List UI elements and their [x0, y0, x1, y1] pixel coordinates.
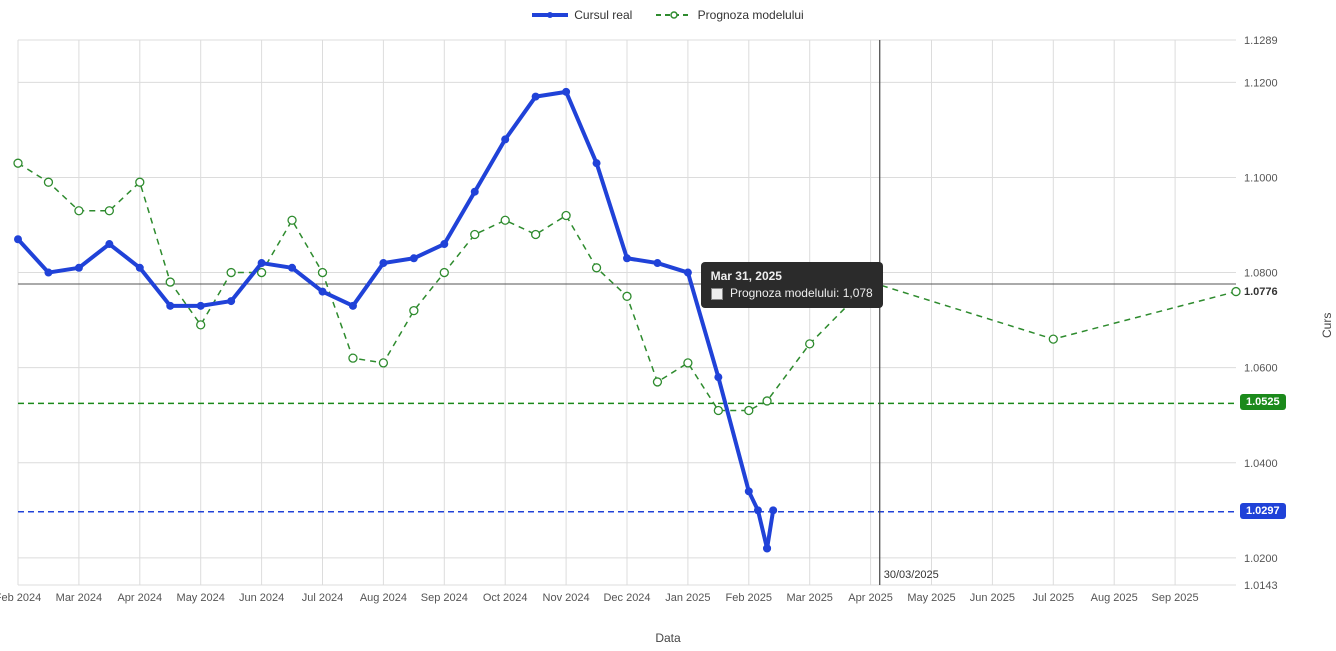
- svg-text:1.1289: 1.1289: [1244, 35, 1278, 47]
- svg-text:1.0600: 1.0600: [1244, 363, 1278, 375]
- svg-text:Jun 2025: Jun 2025: [970, 592, 1015, 604]
- svg-text:Sep 2025: Sep 2025: [1152, 592, 1199, 604]
- svg-text:1.0800: 1.0800: [1244, 268, 1278, 280]
- svg-text:May 2025: May 2025: [907, 592, 955, 604]
- svg-text:Mar 2025: Mar 2025: [786, 592, 832, 604]
- legend-label-forecast: Prognoza modelului: [698, 8, 804, 22]
- svg-text:Nov 2024: Nov 2024: [543, 592, 590, 604]
- legend-item-real[interactable]: Cursul real: [532, 8, 632, 22]
- svg-text:1.0143: 1.0143: [1244, 580, 1278, 592]
- svg-text:1.1000: 1.1000: [1244, 172, 1278, 184]
- svg-text:Feb 2025: Feb 2025: [726, 592, 772, 604]
- svg-text:Apr 2024: Apr 2024: [117, 592, 162, 604]
- chart-legend: Cursul real Prognoza modelului: [0, 8, 1336, 25]
- chart-container: { "legend": { "series1": "Cursul real", …: [0, 0, 1336, 651]
- svg-text:Aug 2024: Aug 2024: [360, 592, 407, 604]
- badge-blue: 1.0297: [1240, 503, 1286, 519]
- ref-label-solid: 1.0776: [1244, 286, 1278, 298]
- badge-green: 1.0525: [1240, 394, 1286, 410]
- vline-date-label: 30/03/2025: [884, 569, 939, 581]
- svg-text:May 2024: May 2024: [177, 592, 225, 604]
- svg-text:Jan 2025: Jan 2025: [665, 592, 710, 604]
- svg-text:Aug 2025: Aug 2025: [1091, 592, 1138, 604]
- legend-swatch-forecast: [656, 8, 692, 22]
- svg-text:Sep 2024: Sep 2024: [421, 592, 468, 604]
- svg-text:Jun 2024: Jun 2024: [239, 592, 284, 604]
- chart-svg[interactable]: 1.0143 1.0200 1.0400 1.0600 1.0800 1.1000 1.12…: [0, 0, 1336, 651]
- svg-text:Jul 2024: Jul 2024: [302, 592, 344, 604]
- y-axis-title: Curs: [1320, 0, 1334, 651]
- x-axis-title: Data: [0, 631, 1336, 645]
- legend-label-real: Cursul real: [574, 8, 632, 22]
- svg-text:Apr 2025: Apr 2025: [848, 592, 893, 604]
- svg-text:1.1200: 1.1200: [1244, 77, 1278, 89]
- svg-text:Oct 2024: Oct 2024: [483, 592, 528, 604]
- svg-text:1.0200: 1.0200: [1244, 553, 1278, 565]
- svg-text:Feb 2024: Feb 2024: [0, 592, 41, 604]
- legend-item-forecast[interactable]: Prognoza modelului: [656, 8, 804, 22]
- svg-text:Mar 2024: Mar 2024: [56, 592, 102, 604]
- svg-text:Jul 2025: Jul 2025: [1033, 592, 1075, 604]
- svg-text:1.0400: 1.0400: [1244, 458, 1278, 470]
- svg-text:Dec 2024: Dec 2024: [603, 592, 650, 604]
- legend-swatch-real: [532, 8, 568, 22]
